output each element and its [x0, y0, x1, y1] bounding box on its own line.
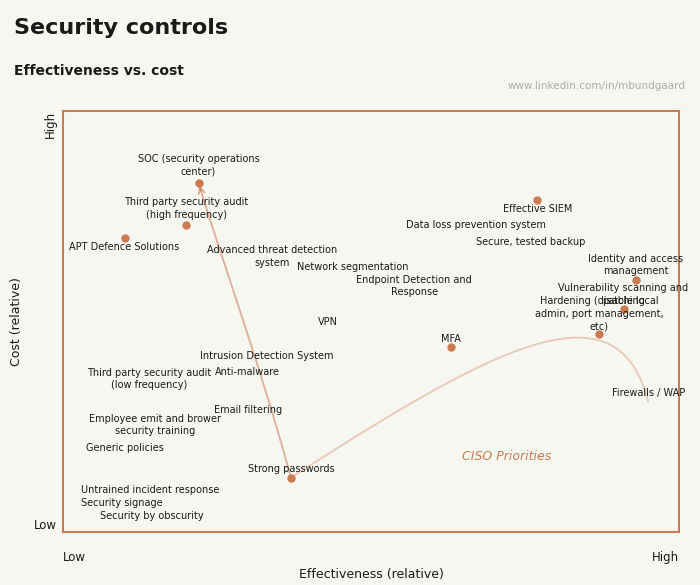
- Text: High: High: [44, 111, 57, 138]
- Text: Secure, tested backup: Secure, tested backup: [477, 237, 586, 247]
- Text: Anti-malware: Anti-malware: [216, 367, 280, 377]
- Text: Third party security audit
(high frequency): Third party security audit (high frequen…: [124, 197, 248, 220]
- Text: Low: Low: [63, 551, 86, 565]
- Text: MFA: MFA: [441, 333, 461, 343]
- Text: Untrained incident response: Untrained incident response: [81, 486, 220, 495]
- Text: APT Defence Solutions: APT Defence Solutions: [69, 242, 180, 252]
- Text: Security by obscurity: Security by obscurity: [100, 511, 204, 521]
- Text: Email filtering: Email filtering: [214, 405, 282, 415]
- Text: Low: Low: [34, 519, 57, 532]
- Text: Effectiveness (relative): Effectiveness (relative): [299, 568, 443, 581]
- Text: Identity and access
management: Identity and access management: [588, 254, 683, 276]
- Text: Effectiveness vs. cost: Effectiveness vs. cost: [14, 64, 184, 78]
- Text: SOC (security operations
center): SOC (security operations center): [138, 154, 260, 177]
- Text: Endpoint Detection and
Response: Endpoint Detection and Response: [356, 275, 472, 297]
- Text: Advanced threat detection
system: Advanced threat detection system: [207, 246, 337, 268]
- Text: Strong passwords: Strong passwords: [248, 464, 334, 474]
- Text: www.linkedin.com/in/mbundgaard: www.linkedin.com/in/mbundgaard: [508, 81, 686, 91]
- Text: Data loss prevention system: Data loss prevention system: [406, 220, 546, 230]
- Text: Effective SIEM: Effective SIEM: [503, 204, 572, 214]
- Text: Security signage: Security signage: [81, 498, 163, 508]
- Text: Employee emit and brower
security training: Employee emit and brower security traini…: [90, 414, 221, 436]
- Text: Intrusion Detection System: Intrusion Detection System: [199, 350, 333, 360]
- Text: Third party security audit
(low frequency): Third party security audit (low frequenc…: [87, 367, 211, 390]
- Text: Hardening (disable local
admin, port management,
etc): Hardening (disable local admin, port man…: [535, 296, 663, 331]
- Text: Generic policies: Generic policies: [85, 443, 164, 453]
- Text: Firewalls / WAP: Firewalls / WAP: [612, 388, 685, 398]
- Text: VPN: VPN: [318, 317, 338, 327]
- Text: Security controls: Security controls: [14, 18, 228, 37]
- Text: Network segmentation: Network segmentation: [297, 262, 408, 272]
- Text: Cost (relative): Cost (relative): [10, 277, 23, 366]
- Text: Vulnerability scanning and
patching: Vulnerability scanning and patching: [559, 283, 689, 306]
- Text: CISO Priorities: CISO Priorities: [462, 450, 551, 463]
- Text: High: High: [652, 551, 679, 565]
